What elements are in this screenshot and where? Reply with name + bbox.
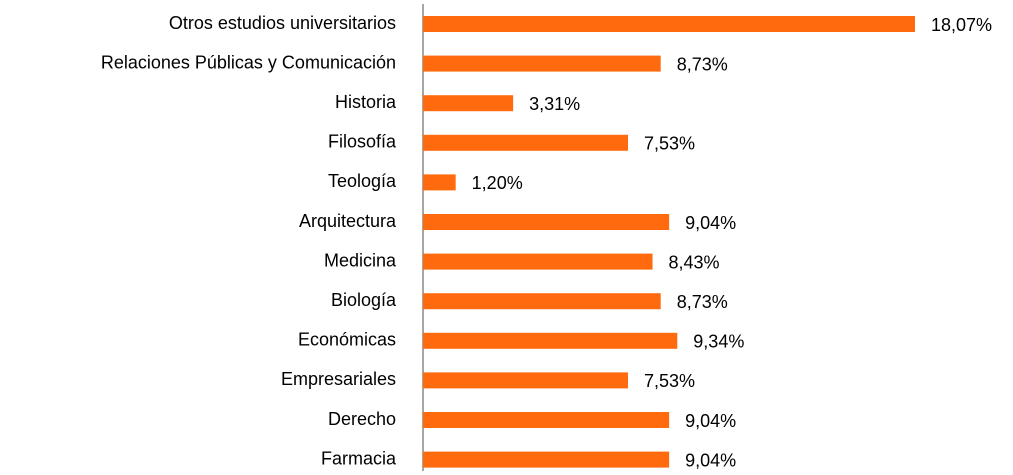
value-label: 8,73% <box>677 54 728 74</box>
value-label: 7,53% <box>644 371 695 391</box>
category-label: Filosofía <box>328 132 397 152</box>
category-label: Medicina <box>324 250 397 270</box>
bar <box>423 372 629 389</box>
value-label: 9,34% <box>693 332 744 352</box>
value-label: 9,04% <box>685 213 736 233</box>
category-label: Empresariales <box>281 369 396 389</box>
value-label: 8,73% <box>677 292 728 312</box>
bar <box>423 95 514 112</box>
bar <box>423 451 670 468</box>
bar <box>423 174 456 191</box>
value-label: 18,07% <box>931 15 992 35</box>
value-label: 9,04% <box>685 450 736 470</box>
bar <box>423 134 629 151</box>
bar <box>423 332 678 349</box>
category-label: Farmacia <box>321 448 397 468</box>
value-label: 1,20% <box>472 173 523 193</box>
category-label: Otros estudios universitarios <box>169 13 396 33</box>
value-label: 8,43% <box>669 252 720 272</box>
category-label: Historia <box>335 92 397 112</box>
bar <box>423 293 661 310</box>
bar <box>423 412 670 428</box>
bar <box>423 253 653 270</box>
category-label: Económicas <box>298 330 396 350</box>
bar <box>423 16 915 32</box>
category-label: Arquitectura <box>299 211 397 231</box>
category-label: Teología <box>328 171 397 191</box>
category-label: Biología <box>331 290 397 310</box>
category-label: Relaciones Públicas y Comunicación <box>101 52 396 72</box>
value-label: 3,31% <box>529 94 580 114</box>
bar <box>423 214 670 230</box>
bar <box>423 55 661 72</box>
value-label: 9,04% <box>685 411 736 431</box>
value-label: 7,53% <box>644 134 695 154</box>
category-label: Derecho <box>328 409 396 429</box>
